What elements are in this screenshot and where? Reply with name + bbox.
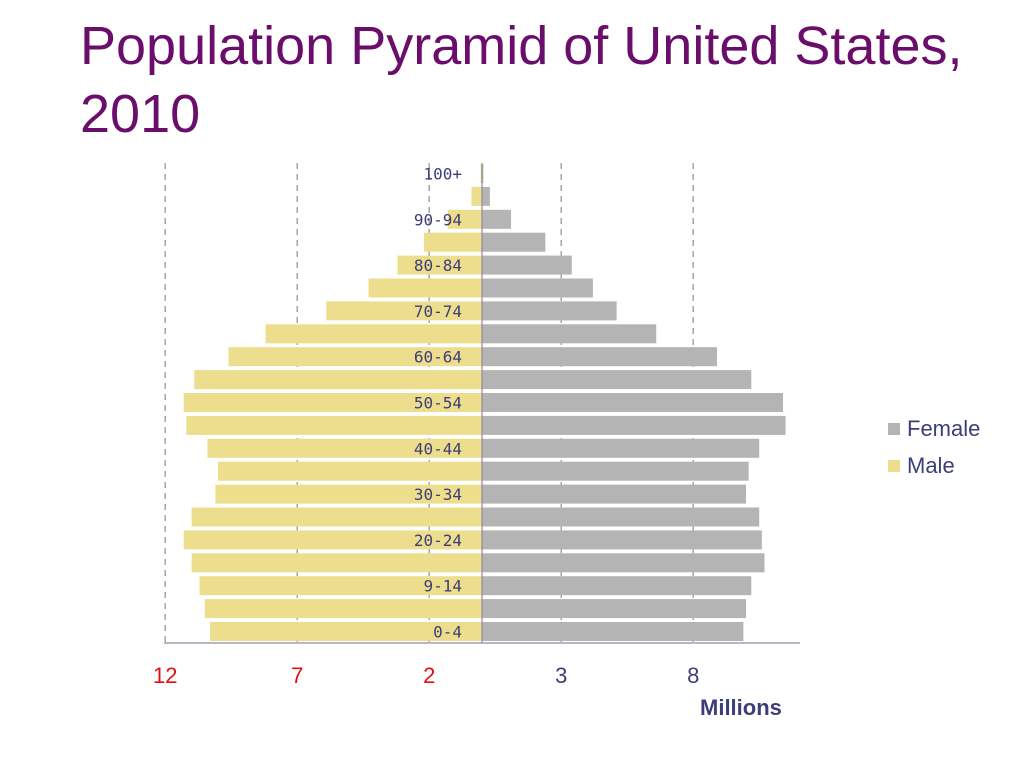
x-tick-label-1: 7 (291, 663, 303, 688)
age-label-2: 20-24 (414, 531, 462, 550)
bar-male-7 (218, 461, 482, 481)
bar-female-14 (482, 301, 617, 321)
age-label-7: 70-74 (414, 302, 462, 321)
age-label-9: 90-94 (414, 210, 462, 229)
bar-male-13 (265, 324, 482, 344)
bar-female-11 (482, 370, 752, 390)
x-axis-label: Millions (700, 695, 782, 720)
bar-male-2 (199, 576, 482, 596)
bar-female-4 (482, 530, 762, 550)
bar-female-15 (482, 278, 593, 298)
age-label-1: 9-14 (423, 577, 462, 596)
age-label-8: 80-84 (414, 256, 462, 275)
x-tick-label-0: 12 (153, 663, 177, 688)
age-label-10: 100+ (423, 165, 462, 184)
bar-male-5 (191, 507, 482, 527)
bar-male-12 (228, 347, 482, 367)
bar-female-17 (482, 232, 546, 252)
legend-label-female: Female (907, 415, 981, 441)
bar-female-10 (482, 393, 783, 412)
legend: Female Male (888, 410, 980, 484)
bar-male-14 (326, 301, 482, 321)
legend-swatch-female (888, 422, 900, 435)
age-label-5: 50-54 (414, 394, 462, 413)
legend-swatch-male (888, 459, 900, 472)
bar-female-1 (482, 599, 746, 619)
bar-female-0 (482, 622, 744, 641)
bar-female-18 (482, 209, 512, 229)
bar-male-10 (183, 393, 482, 412)
x-tick-label-2: 2 (423, 663, 435, 688)
chart-title: Population Pyramid of United States, 201… (80, 16, 963, 144)
bar-male-20 (480, 164, 482, 183)
age-label-0: 0-4 (433, 623, 462, 642)
bar-female-6 (482, 484, 746, 504)
bar-male-6 (215, 484, 483, 504)
age-label-4: 40-44 (414, 439, 462, 458)
legend-label-male: Male (907, 452, 955, 478)
bar-male-19 (471, 186, 482, 206)
bar-female-19 (482, 186, 490, 206)
age-label-6: 60-64 (414, 348, 462, 367)
bar-male-16 (397, 255, 482, 275)
bar-female-8 (482, 438, 760, 458)
x-tick-label-3: 3 (555, 663, 567, 688)
bar-male-11 (194, 370, 483, 390)
x-tick-label-4: 8 (687, 663, 699, 688)
bar-female-5 (482, 507, 760, 527)
bar-female-7 (482, 461, 749, 481)
bar-female-3 (482, 553, 765, 573)
legend-item-female: Female (888, 410, 980, 447)
bar-male-17 (423, 232, 482, 252)
bar-female-12 (482, 347, 717, 367)
bar-male-3 (191, 553, 482, 573)
bar-male-9 (186, 415, 482, 435)
bar-male-15 (368, 278, 482, 298)
bar-male-18 (447, 209, 482, 229)
legend-item-male: Male (888, 447, 980, 484)
bar-male-0 (210, 622, 482, 641)
bar-male-1 (204, 599, 483, 619)
bar-female-20 (482, 164, 484, 183)
bar-female-2 (482, 576, 752, 596)
bar-male-8 (207, 438, 482, 458)
bar-female-13 (482, 324, 657, 344)
bar-female-16 (482, 255, 572, 275)
bar-male-4 (183, 530, 482, 550)
age-label-3: 30-34 (414, 485, 462, 504)
bar-female-9 (482, 415, 786, 435)
